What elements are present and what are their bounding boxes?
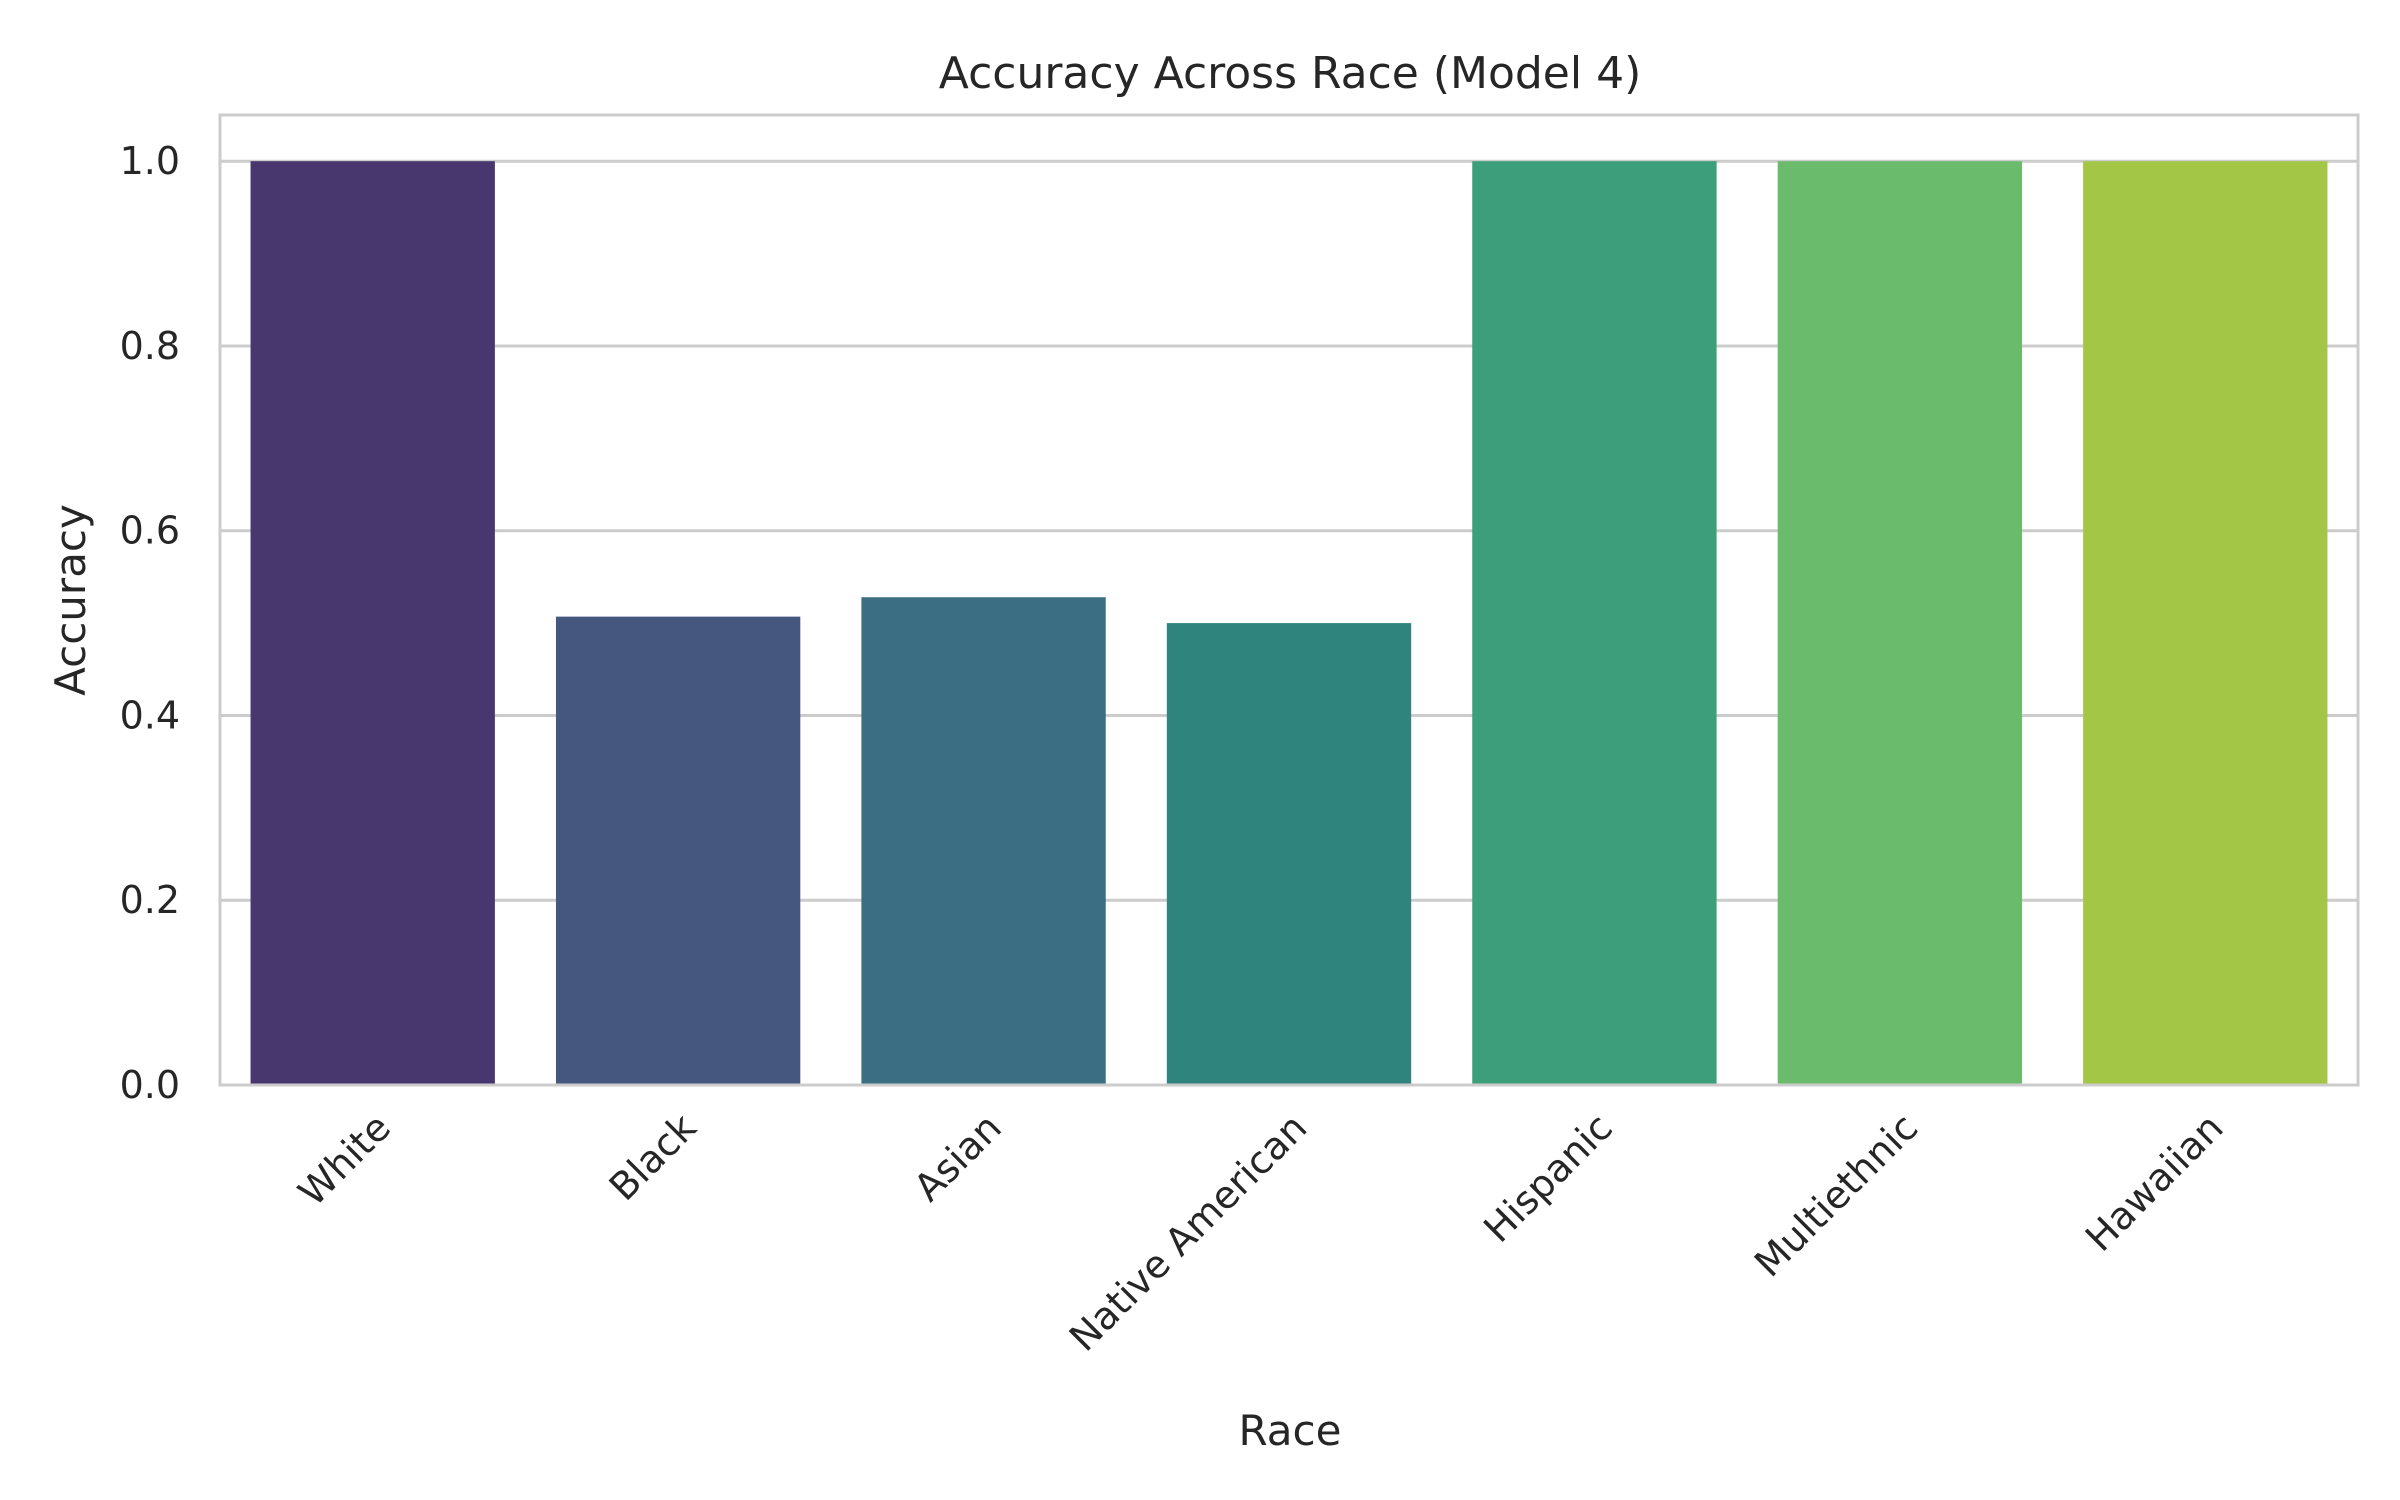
x-tick-labels: White Black Asian Native American Hispanic Mu… xyxy=(290,1105,2232,1360)
x-tick-label: Black xyxy=(601,1105,705,1209)
x-tick-label: Asian xyxy=(905,1105,1009,1209)
plot-frame xyxy=(218,113,2360,1087)
chart-title: Accuracy Across Race (Model 4) xyxy=(939,48,1642,99)
y-axis-label: Accuracy xyxy=(46,504,95,696)
y-tick-label: 0.0 xyxy=(120,1063,180,1107)
y-tick-labels: 0.0 0.2 0.4 0.6 0.8 1.0 xyxy=(120,139,180,1107)
y-tick-label: 0.8 xyxy=(120,324,180,368)
y-tick-label: 1.0 xyxy=(120,139,180,183)
x-tick-label: Multiethnic xyxy=(1746,1105,1926,1285)
y-tick-label: 0.4 xyxy=(120,693,180,737)
bar-asian xyxy=(861,597,1106,1085)
x-tick-label: White xyxy=(290,1105,399,1214)
bar-white xyxy=(250,161,495,1085)
bar-black xyxy=(555,616,801,1085)
x-tick-label: Hawaiian xyxy=(2077,1105,2232,1260)
bar-hawaiian xyxy=(2083,161,2328,1085)
y-tick-label: 0.6 xyxy=(120,509,180,553)
x-tick-label: Native American xyxy=(1061,1105,1316,1360)
bar-multiethnic xyxy=(1777,161,2023,1085)
y-tick-label: 0.2 xyxy=(120,878,180,922)
bar-hispanic xyxy=(1472,161,1717,1085)
bars xyxy=(250,161,2328,1085)
x-tick-label: Hispanic xyxy=(1475,1105,1621,1251)
x-axis-label: Race xyxy=(1239,1406,1342,1455)
bar-native-american xyxy=(1166,623,1412,1085)
